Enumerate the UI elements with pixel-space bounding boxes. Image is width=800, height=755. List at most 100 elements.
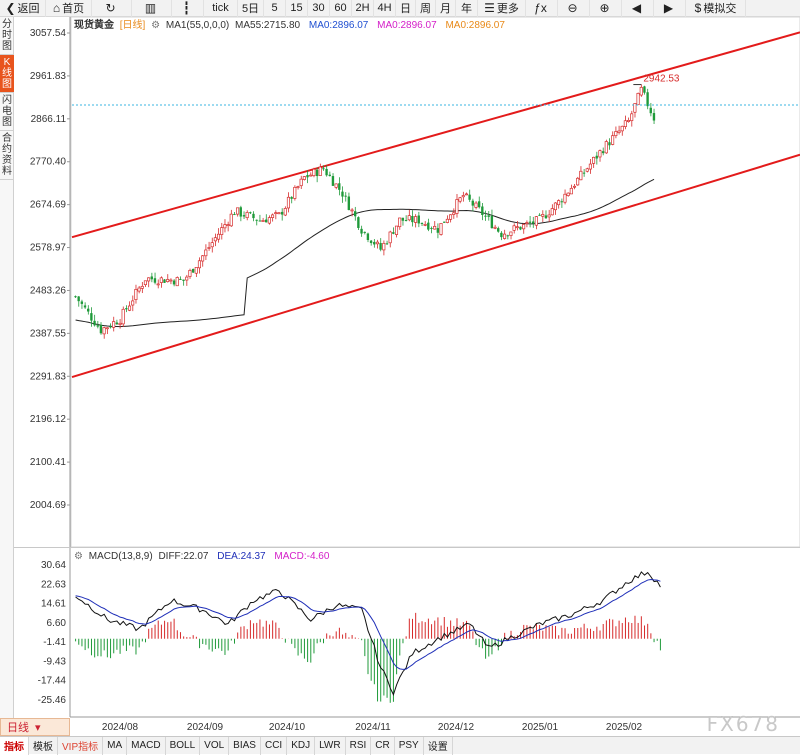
indicator-tab-13[interactable]: PSY <box>395 736 424 755</box>
candle-body <box>163 279 166 283</box>
ma-prefix-label: MA1(55,0,0,0) <box>166 20 229 31</box>
toolbar-item-9[interactable]: 30 <box>308 0 330 17</box>
high-marker: 2942.53 <box>633 74 680 86</box>
toolbar-item-10[interactable]: 60 <box>330 0 352 17</box>
macd-axis-ticks: 30.64 22.63 14.61 6.60 -1.41 -9.43 -17.44 -25.4… <box>38 560 67 706</box>
toolbar-item-7[interactable]: 5 <box>264 0 286 17</box>
toolbar-item-17[interactable]: ☰ 更多 <box>478 0 526 17</box>
ma55-line <box>75 178 655 328</box>
toolbar-item-19[interactable]: ⊖ <box>558 0 590 17</box>
macd-tick-label: 22.63 <box>41 579 66 590</box>
candle-body <box>296 186 300 188</box>
candle-body <box>566 192 570 196</box>
indicator-tab-10[interactable]: LWR <box>315 736 346 755</box>
toolbar-item-11[interactable]: 2H <box>352 0 374 17</box>
candle-body <box>331 176 335 186</box>
indicator-tab-8[interactable]: CCI <box>261 736 288 755</box>
candle-body <box>427 222 430 230</box>
candle-body <box>477 201 481 208</box>
candle-body <box>461 195 465 198</box>
indicator-tab-7[interactable]: BIAS <box>229 736 261 755</box>
indicator-tab-11[interactable]: RSI <box>346 736 372 755</box>
candle-body <box>436 228 440 233</box>
toolbar-item-14[interactable]: 周 <box>416 0 436 17</box>
toolbar-label: 60 <box>334 2 347 14</box>
candle-body <box>77 296 80 302</box>
candle-body <box>194 267 198 274</box>
toolbar-item-1[interactable]: ⌂ 首页 <box>46 0 92 17</box>
indicator-tab-12[interactable]: CR <box>371 736 395 755</box>
toolbar-label: tick <box>212 2 229 14</box>
toolbar-item-2[interactable]: ↻ <box>92 0 132 17</box>
toolbar-item-16[interactable]: 年 <box>456 0 478 17</box>
candle-body <box>115 322 118 325</box>
candle-body <box>522 224 526 230</box>
candle-body <box>455 199 459 214</box>
sidebar-item-2[interactable]: 闪电图 <box>0 93 14 131</box>
candle-body <box>105 327 109 330</box>
indicator-tab-4[interactable]: MACD <box>127 736 166 755</box>
sidebar-item-3[interactable]: 合约资料 <box>0 131 14 180</box>
toolbar-item-6[interactable]: 5日 <box>238 0 264 17</box>
toolbar-item-18[interactable]: ƒx <box>526 0 558 17</box>
indicator-tab-5[interactable]: BOLL <box>166 736 201 755</box>
candle-body <box>261 220 265 222</box>
price-tick-label: 2961.83 <box>30 71 67 82</box>
candle-body <box>293 186 297 199</box>
toolbar-item-23[interactable]: $ 模拟交 <box>686 0 746 17</box>
candle-body <box>525 222 529 224</box>
indicator-tab-2[interactable]: VIP指标 <box>58 736 104 755</box>
toolbar-item-21[interactable]: ◀ <box>622 0 654 17</box>
toolbar-item-15[interactable]: 月 <box>436 0 456 17</box>
toolbar-item-0[interactable]: ❮ 返回 <box>0 0 46 17</box>
candle-body <box>512 225 516 231</box>
chart-area[interactable]: 3057.54 2961.83 2866.11 2770.40 2674.69 2578.… <box>14 16 800 740</box>
view-sidebar: 分时图 K线图 闪电图 合约资料 <box>0 17 14 737</box>
indicator-tab-0[interactable]: 指标 <box>0 736 29 755</box>
indicator-tab-9[interactable]: KDJ <box>287 736 316 755</box>
indicator-tab-1[interactable]: 模板 <box>29 736 58 755</box>
candle-body <box>614 131 618 137</box>
toolbar-item-8[interactable]: 15 <box>286 0 308 17</box>
macd-tick-label: -17.44 <box>38 676 67 687</box>
period-tab[interactable]: 日线 ▾ <box>0 718 70 736</box>
macd-tick-label: 6.60 <box>47 618 67 629</box>
candle-body <box>538 214 541 216</box>
indicator-tab-3[interactable]: MA <box>103 736 128 755</box>
candle-body <box>286 196 290 209</box>
toolbar-item-13[interactable]: 日 <box>396 0 416 17</box>
kline-chart-svg[interactable]: 3057.54 2961.83 2866.11 2770.40 2674.69 2578.… <box>14 16 800 737</box>
zoom-out-icon: ⊖ <box>567 1 578 15</box>
toolbar-item-4[interactable]: ┇ <box>172 0 204 17</box>
candle-body <box>118 322 122 325</box>
candle-body <box>366 233 370 241</box>
candle-body <box>109 326 112 328</box>
date-tick-label: 2025/02 <box>606 722 643 733</box>
toolbar-item-22[interactable]: ▶ <box>654 0 686 17</box>
sidebar-item-1[interactable]: K线图 <box>0 55 14 93</box>
candle-body <box>617 130 621 133</box>
toolbar-item-3[interactable]: ▥ <box>132 0 172 17</box>
candle-body <box>156 283 160 286</box>
indicator-tab-6[interactable]: VOL <box>200 736 230 755</box>
zoom-in-icon: ⊕ <box>599 1 610 15</box>
toolbar-item-5[interactable]: tick <box>204 0 238 17</box>
macd-tick-label: -25.46 <box>38 695 67 706</box>
home-icon: ⌂ <box>52 1 61 15</box>
candle-body <box>375 241 379 245</box>
candle-body <box>325 168 328 176</box>
date-tick-label: 2024/09 <box>187 722 224 733</box>
toolbar-item-12[interactable]: 4H <box>374 0 396 17</box>
toolbar-item-20[interactable]: ⊕ <box>590 0 622 17</box>
candle-body <box>557 200 561 206</box>
candle-body <box>80 301 84 304</box>
candle-body <box>363 231 366 233</box>
macd-tick-label: 30.64 <box>41 560 66 571</box>
candle-body <box>140 285 144 289</box>
candle-body <box>604 141 608 154</box>
sidebar-item-0[interactable]: 分时图 <box>0 17 14 55</box>
indicator-tab-14[interactable]: 设置 <box>424 736 453 755</box>
candle-body <box>506 235 509 237</box>
candle-body <box>134 289 138 300</box>
candle-body <box>484 215 487 217</box>
